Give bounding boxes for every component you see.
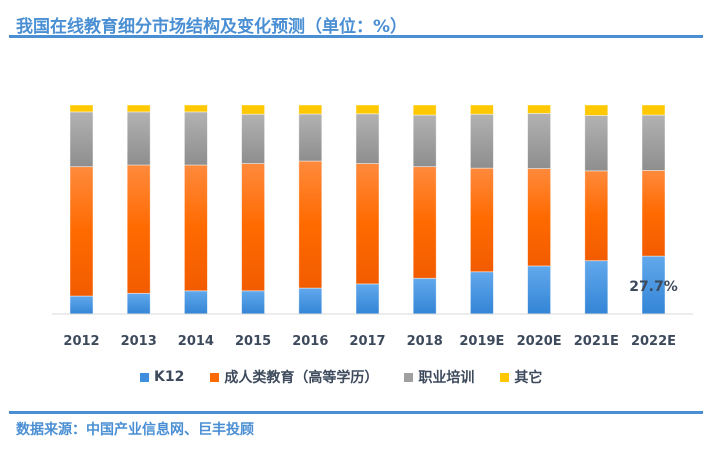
bar-vocational-2016 — [298, 113, 323, 162]
bar-vocational-2012 — [69, 111, 94, 168]
bar-k12-2015 — [241, 290, 266, 315]
legend-item-vocational: 职业培训 — [404, 367, 474, 387]
bar-adult-2022E — [641, 170, 666, 257]
x-tick-label: 2019E — [459, 334, 504, 349]
bar-adult-2017 — [355, 163, 380, 285]
x-tick-label: 2021E — [574, 334, 619, 349]
bar-k12-2013 — [126, 292, 151, 315]
bar-k12-2012 — [69, 295, 94, 315]
bar-k12-2016 — [298, 287, 323, 315]
legend-label-other: 其它 — [514, 370, 543, 386]
bar-adult-2013 — [126, 164, 151, 294]
bar-k12-2021E — [584, 260, 609, 315]
footer-rule — [9, 411, 703, 414]
legend-label-vocational: 职业培训 — [418, 370, 475, 386]
x-tick-label: 2014 — [178, 334, 214, 349]
bar-adult-2016 — [298, 160, 323, 289]
legend-label-adult: 成人类教育（高等学历） — [224, 370, 379, 386]
legend-item-other: 其它 — [500, 367, 542, 387]
bar-adult-2019E — [469, 167, 494, 273]
bar-adult-2021E — [584, 170, 609, 262]
x-tick-label: 2012 — [63, 334, 99, 349]
bar-vocational-2017 — [355, 113, 380, 164]
legend-item-adult: 成人类教育（高等学历） — [210, 367, 378, 387]
legend-label-k12: K12 — [154, 369, 185, 385]
x-tick-label: 2018 — [407, 334, 443, 349]
bar-other-2019E — [469, 104, 494, 115]
bar-vocational-2015 — [241, 113, 266, 164]
legend-swatch-k12 — [140, 372, 149, 382]
bar-k12-2019E — [469, 271, 494, 315]
bar-k12-2018 — [412, 277, 437, 315]
legend-item-k12: K12 — [140, 369, 184, 385]
bar-vocational-2019E — [469, 113, 494, 169]
bar-other-2016 — [298, 104, 323, 115]
bar-other-2012 — [69, 104, 94, 113]
x-tick-label: 2020E — [517, 334, 562, 349]
bar-vocational-2022E — [641, 114, 666, 171]
x-tick-label: 2022E — [631, 334, 676, 349]
bar-vocational-2018 — [412, 114, 437, 168]
bar-other-2022E — [641, 104, 666, 116]
bar-other-2018 — [412, 104, 437, 116]
data-label-2022E: 27.7% — [629, 279, 678, 295]
legend-swatch-adult — [210, 372, 220, 382]
bar-vocational-2014 — [183, 111, 208, 166]
bar-k12-2017 — [355, 283, 380, 315]
x-tick-label: 2015 — [235, 334, 271, 349]
bar-vocational-2020E — [527, 112, 551, 169]
bar-adult-2020E — [527, 168, 551, 267]
bar-adult-2018 — [412, 166, 437, 279]
legend: K12 成人类教育（高等学历） 职业培训 其它 — [140, 367, 568, 387]
bar-vocational-2021E — [584, 115, 609, 172]
title-underline — [9, 35, 703, 38]
bar-other-2021E — [584, 104, 609, 116]
bar-other-2015 — [241, 104, 266, 115]
bar-other-2014 — [183, 104, 208, 113]
x-tick-label: 2013 — [121, 334, 157, 349]
data-source: 数据来源：中国产业信息网、巨丰投顾 — [16, 422, 254, 438]
bar-k12-2020E — [527, 265, 551, 315]
bar-other-2013 — [126, 104, 151, 113]
bar-other-2017 — [355, 104, 380, 115]
bar-adult-2012 — [69, 166, 94, 297]
bar-adult-2015 — [241, 163, 266, 292]
chart-title: 我国在线教育细分市场结构及变化预测（单位：%） — [16, 17, 408, 37]
x-tick-label: 2017 — [349, 334, 385, 349]
bar-adult-2014 — [183, 164, 208, 292]
legend-swatch-other — [500, 372, 510, 382]
legend-swatch-vocational — [404, 372, 414, 382]
bar-other-2020E — [527, 104, 551, 114]
bar-vocational-2013 — [126, 111, 151, 166]
bar-k12-2014 — [183, 290, 208, 315]
x-tick-label: 2016 — [292, 334, 328, 349]
